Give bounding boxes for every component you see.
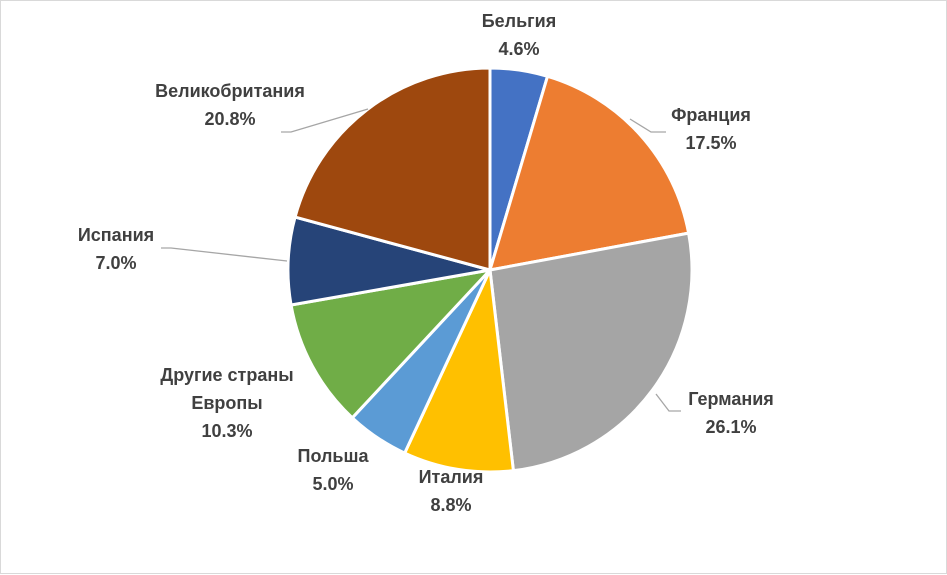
slice-percent-label: 4.6% [498,39,539,59]
slice-category-label: Великобритания [155,81,305,101]
leader-lines [161,108,681,412]
pie-slice [289,268,492,420]
slice-category-label: Другие страны [160,365,293,385]
pie-slice [488,231,694,473]
slice-percent-label: 5.0% [312,474,353,494]
leader-line [629,118,666,133]
pie-slices [286,66,694,474]
slice-category-label: Германия [688,389,774,409]
pie-slice [403,268,515,474]
slice-category-label: Бельгия [482,11,557,31]
slice-category-label: Европы [191,393,262,413]
leader-line [655,393,681,412]
slice-percent-label: 10.3% [201,421,252,441]
slice-category-label: Италия [419,467,484,487]
leader-line [281,108,369,133]
data-labels: Бельгия 4.6% Франция 17.5% Германия 26.1% Итал… [78,11,774,515]
slice-category-label: Франция [671,105,751,125]
slice-percent-label: 26.1% [705,417,756,437]
slice-percent-label: 17.5% [685,133,736,153]
slice-category-label: Испания [78,225,154,245]
slice-percent-label: 8.8% [430,495,471,515]
slice-category-label: Польша [298,446,370,466]
pie-slice [488,74,691,272]
slice-percent-label: 20.8% [204,109,255,129]
slice-percent-label: 7.0% [95,253,136,273]
leader-line [161,247,288,262]
